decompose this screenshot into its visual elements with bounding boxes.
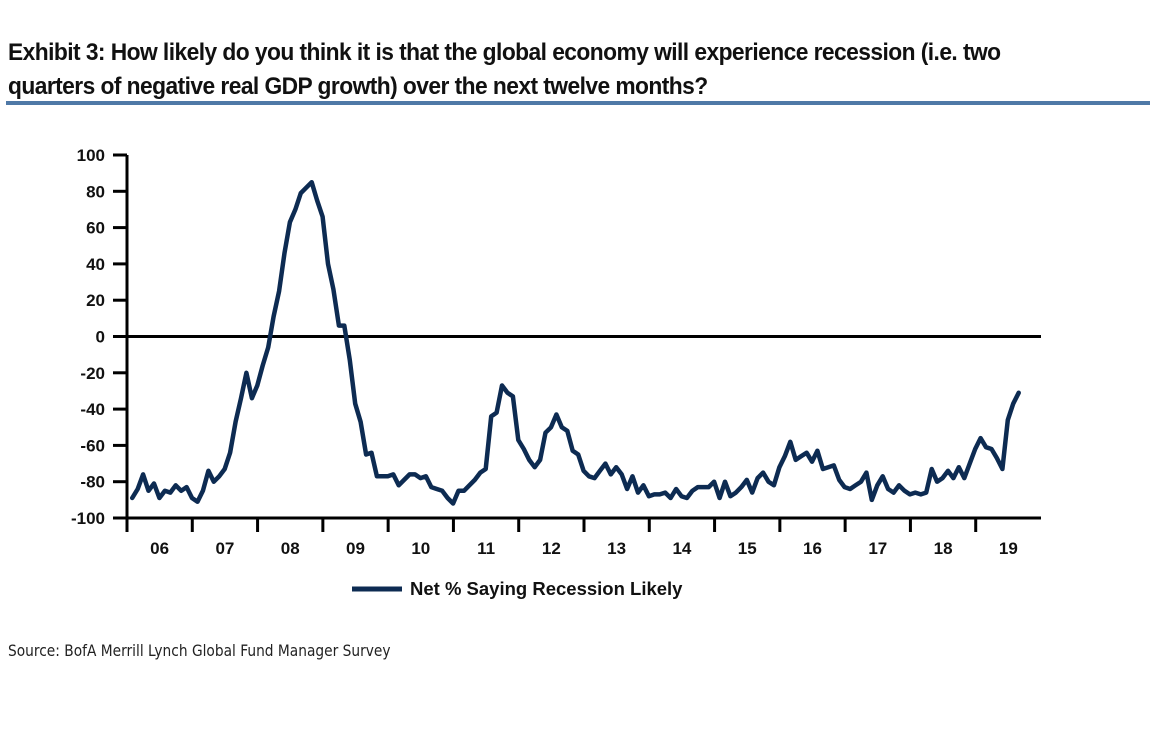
x-tick-label: 08 — [281, 539, 300, 558]
x-tick-label: 09 — [346, 539, 365, 558]
y-tick-label: -100 — [71, 509, 105, 528]
y-axis: 100 80 60 40 20 0 -20 -40 -60 -80 -100 — [71, 146, 129, 530]
title-rule — [6, 101, 1150, 105]
plot-area — [127, 179, 1041, 506]
x-tick-label: 10 — [411, 539, 430, 558]
legend-label: Net % Saying Recession Likely — [410, 578, 683, 599]
y-tick-label: -80 — [80, 473, 105, 492]
y-tick-label: 40 — [86, 255, 105, 274]
x-tick-label: 16 — [803, 539, 822, 558]
x-tick-label: 12 — [542, 539, 561, 558]
y-tick-label: -20 — [80, 364, 105, 383]
x-tick-label: 11 — [477, 539, 495, 558]
legend: Net % Saying Recession Likely — [352, 578, 683, 599]
exhibit-title-line-1: Exhibit 3: How likely do you think it is… — [8, 39, 1001, 66]
x-tick-label: 07 — [215, 539, 234, 558]
source-note: Source: BofA Merrill Lynch Global Fund M… — [8, 641, 391, 660]
x-tick-label: 19 — [999, 539, 1018, 558]
y-tick-label: -60 — [80, 436, 105, 455]
x-tick-label: 14 — [672, 539, 691, 558]
y-tick-label: 80 — [86, 182, 105, 201]
x-tick-label: 18 — [934, 539, 953, 558]
y-tick-label: -40 — [80, 400, 105, 419]
x-tick-label: 15 — [738, 539, 757, 558]
series-line — [129, 179, 1021, 506]
x-tick-label: 17 — [868, 539, 887, 558]
y-tick-label: 60 — [86, 219, 105, 238]
series-points — [132, 182, 1019, 504]
y-tick-label: 0 — [96, 328, 105, 347]
exhibit-title-line-2: quarters of negative real GDP growth) ov… — [8, 73, 708, 100]
y-tick-label: 20 — [86, 291, 105, 310]
exhibit-title: Exhibit 3: How likely do you think it is… — [8, 36, 1068, 104]
x-tick-label: 13 — [607, 539, 626, 558]
x-tick-label: 06 — [150, 539, 169, 558]
y-tick-label: 100 — [77, 146, 105, 165]
x-axis: 06 07 08 09 10 11 12 13 14 15 16 17 18 19 — [113, 516, 1041, 558]
